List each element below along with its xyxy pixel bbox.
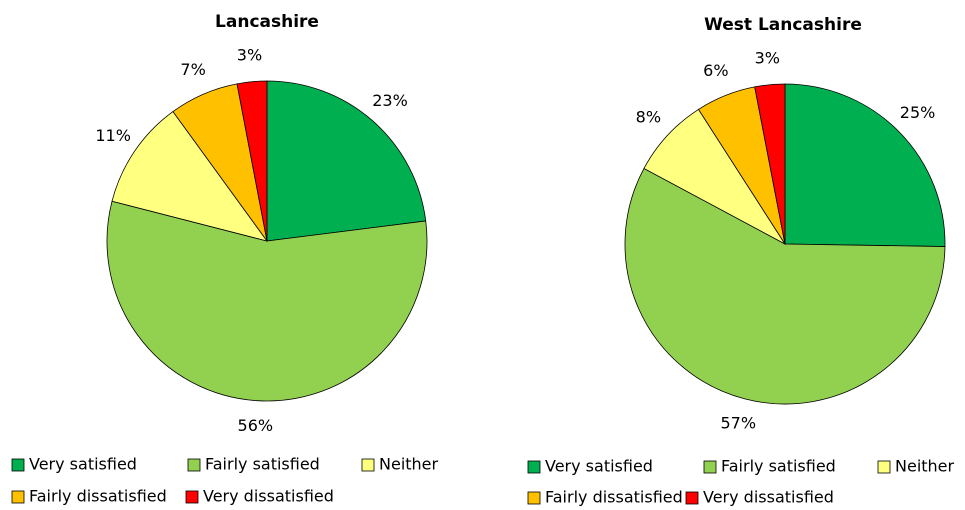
data-label: 6% <box>703 61 728 80</box>
data-label: 3% <box>755 48 780 67</box>
legend-swatch <box>877 460 891 474</box>
legend-swatch <box>11 490 25 504</box>
data-label: 11% <box>95 126 131 145</box>
pie-slice <box>236 80 268 242</box>
legend-swatch <box>185 490 199 504</box>
legend-swatch <box>685 491 699 505</box>
pie-slice <box>106 200 428 402</box>
data-label: 7% <box>180 60 205 79</box>
legend-label: Neither <box>895 457 955 476</box>
chart-title: West Lancashire <box>704 15 862 35</box>
pie-slice <box>754 83 786 245</box>
data-label: 25% <box>900 103 936 122</box>
legend-label: Fairly dissatisfied <box>545 488 683 507</box>
legend-label: Very dissatisfied <box>203 487 334 506</box>
legend-label: Neither <box>379 455 439 474</box>
pie-slice <box>266 80 427 242</box>
legend-swatch <box>703 460 717 474</box>
chart-title: Lancashire <box>215 12 319 32</box>
data-label: 23% <box>372 91 408 110</box>
pie-slice <box>784 83 946 247</box>
legend-label: Very satisfied <box>545 457 653 476</box>
legend-label: Very satisfied <box>29 455 137 474</box>
pie-slice <box>624 167 946 405</box>
legend-swatch <box>187 458 201 472</box>
legend-swatch <box>11 458 25 472</box>
data-label: 56% <box>238 416 274 435</box>
data-label: 3% <box>237 45 262 64</box>
data-label: 8% <box>636 107 661 126</box>
pie-slice <box>111 110 268 242</box>
legend-label: Fairly satisfied <box>721 457 836 476</box>
legend-label: Fairly dissatisfied <box>29 487 167 506</box>
legend-swatch <box>527 491 541 505</box>
legend-swatch <box>361 458 375 472</box>
data-label: 57% <box>721 414 757 433</box>
legend-swatch <box>527 460 541 474</box>
legend-label: Fairly satisfied <box>205 455 320 474</box>
legend-label: Very dissatisfied <box>703 488 834 507</box>
